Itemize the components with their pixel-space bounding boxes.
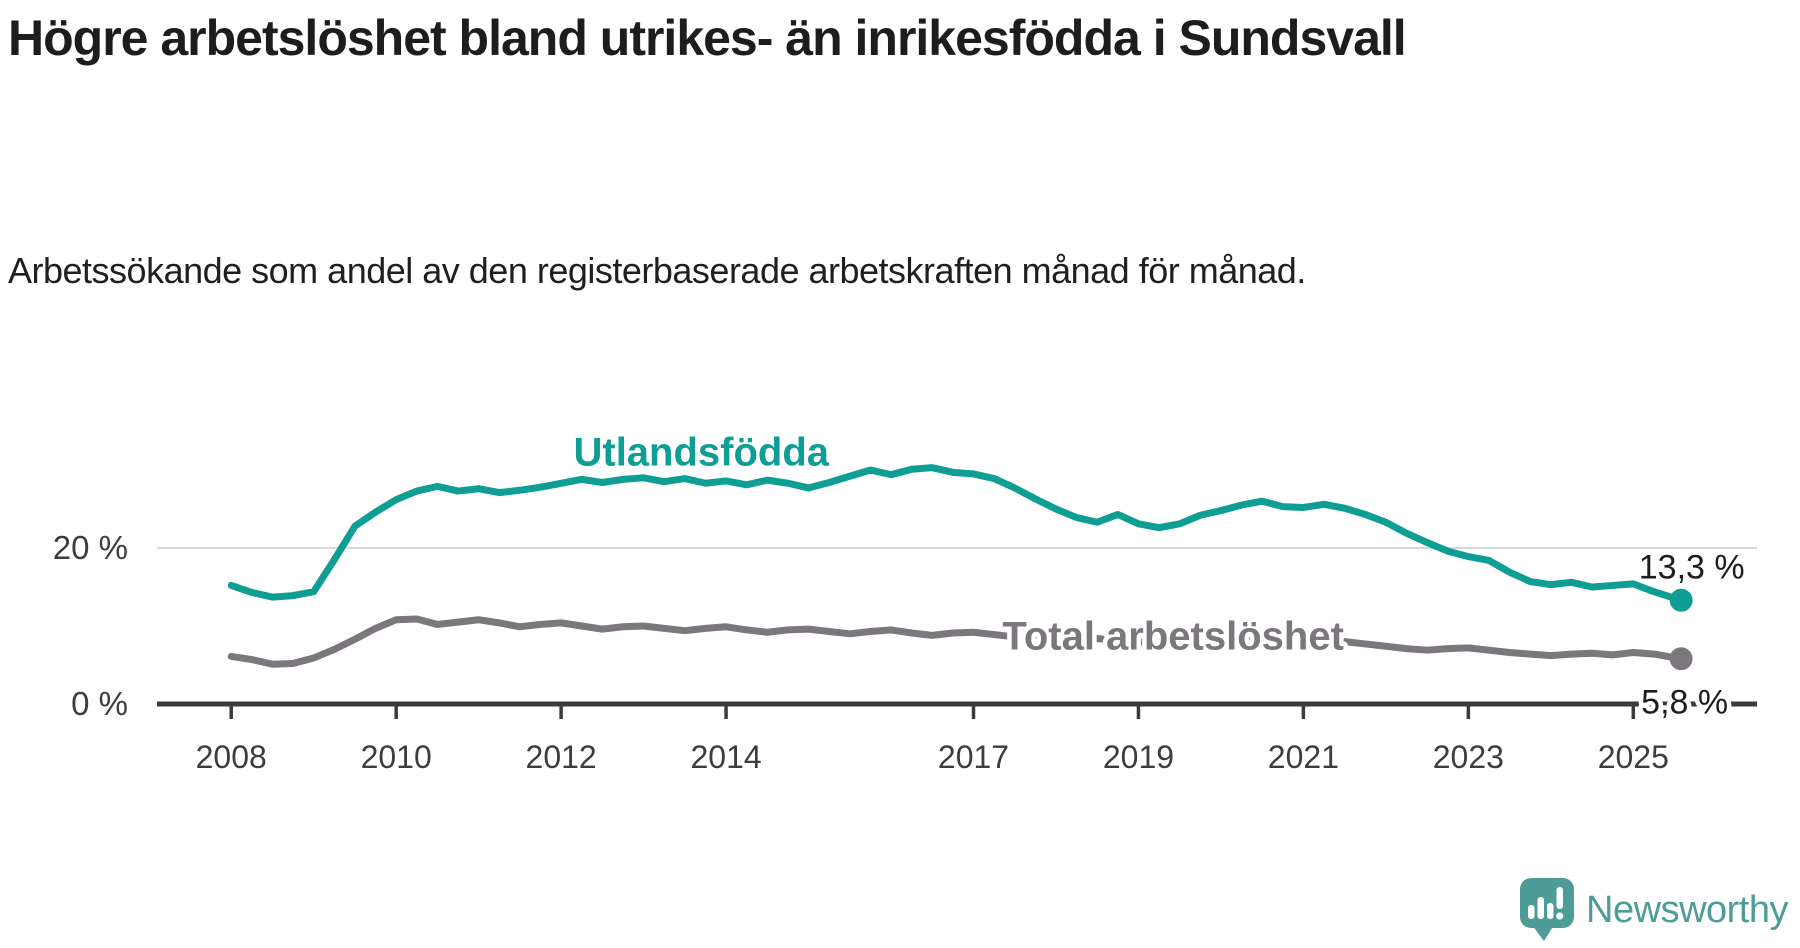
y-tick-label-20: 20 % [53, 529, 128, 566]
x-tick-label-2017: 2017 [938, 739, 1009, 775]
newsworthy-logo: Newsworthy [1520, 878, 1788, 942]
value-label-utlandsfodda: 13,3 % [1639, 548, 1745, 586]
x-tick-label-2023: 2023 [1433, 739, 1504, 775]
newsworthy-logo-text: Newsworthy [1586, 888, 1788, 931]
x-tick-label-2025: 2025 [1598, 739, 1669, 775]
x-tick-label-2008: 2008 [196, 739, 267, 775]
x-tick-label-2014: 2014 [690, 739, 761, 775]
newsworthy-logo-icon [1520, 878, 1575, 941]
x-tick-label-2010: 2010 [361, 739, 432, 775]
series-label-utlandsfodda: Utlandsfödda [573, 430, 829, 474]
chart-subtitle: Arbetssökande som andel av den registerb… [8, 250, 1306, 291]
series-line-total [227, 615, 1685, 668]
series-end-dot-total [1669, 647, 1693, 671]
value-label-total: 5,8 % [1641, 683, 1728, 721]
page-title: Högre arbetslöshet bland utrikes- än inr… [8, 10, 1407, 66]
x-tick-label-2019: 2019 [1103, 739, 1174, 775]
series-line-utlandsfodda [227, 464, 1685, 604]
y-tick-label-0: 0 % [71, 685, 128, 722]
x-tick-label-2021: 2021 [1268, 739, 1339, 775]
series-end-dot-utlandsfodda [1669, 588, 1693, 612]
series-label-total: Total arbetslöshet [1002, 614, 1344, 658]
x-tick-label-2012: 2012 [526, 739, 597, 775]
